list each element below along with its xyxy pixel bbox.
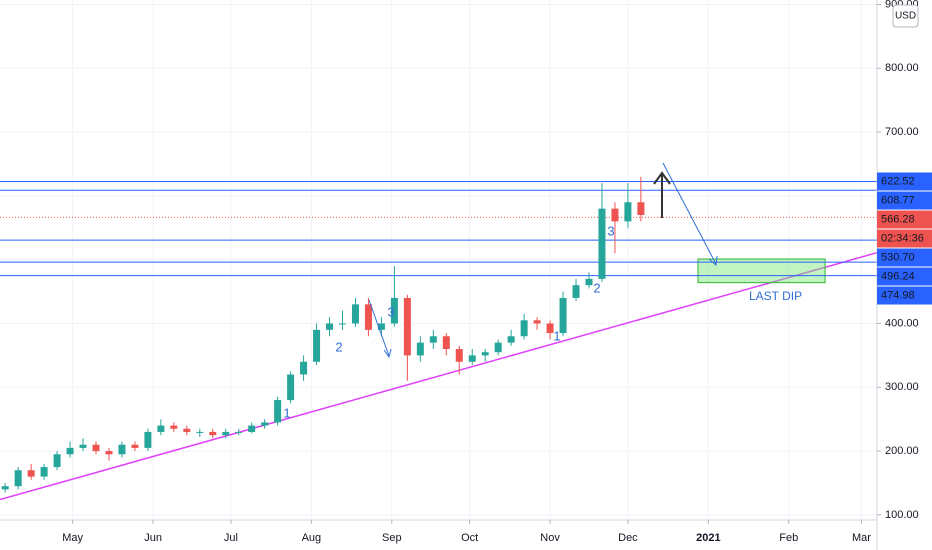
target-zone: [697, 258, 826, 284]
candle-body: [209, 431, 217, 436]
candle-body: [66, 447, 74, 455]
candle-body: [585, 278, 593, 286]
price-label-bg: [877, 267, 932, 286]
candle-body: [377, 323, 385, 330]
price-label-bg: [877, 286, 932, 305]
candle-body: [364, 304, 372, 330]
currency: USD: [895, 11, 916, 22]
x-tick-label: 2021: [696, 532, 720, 544]
candle-body: [144, 431, 152, 448]
x-tick-label: Oct: [461, 532, 478, 544]
candle-body: [624, 202, 632, 222]
candle-body: [79, 444, 87, 448]
candle-body: [261, 422, 269, 426]
candle-body: [416, 342, 424, 356]
zone-label: LAST DIP: [749, 289, 802, 303]
price-label: 474.98: [881, 289, 915, 301]
currency-box[interactable]: [892, 4, 919, 28]
price-label: 566.28: [881, 213, 915, 225]
candle-body: [455, 349, 463, 362]
x-tick-label: Jun: [144, 532, 162, 544]
candle-body: [429, 336, 437, 343]
price-label: 608.77: [881, 194, 915, 206]
candle-body: [326, 323, 334, 330]
candle-body: [248, 425, 256, 432]
countdown-bg: [877, 229, 932, 248]
candle-body: [481, 352, 489, 356]
candle-body: [14, 470, 22, 487]
y-tick-label: 200.00: [885, 445, 919, 457]
wave-label: 3: [607, 223, 614, 238]
candle-body: [157, 425, 165, 432]
candle-body: [287, 374, 295, 401]
candle-body: [637, 202, 645, 216]
price-label-bg: [877, 172, 932, 191]
candle-body: [533, 320, 541, 324]
x-tick-label: Feb: [779, 532, 798, 544]
price-label: 622.52: [881, 175, 915, 187]
arrow-head: [653, 171, 671, 185]
candle-body: [105, 451, 113, 455]
x-tick-label: Mar: [852, 532, 871, 544]
candle-body: [196, 431, 204, 433]
countdown: 02:34:36: [881, 232, 924, 244]
price-label-bg: [877, 210, 932, 229]
y-tick-label: 800.00: [885, 62, 919, 74]
wave-label: 2: [335, 339, 342, 354]
candle-body: [468, 355, 476, 362]
candle-body: [53, 454, 61, 468]
x-tick-label: Sep: [382, 532, 402, 544]
price-label: 496.24: [881, 270, 915, 282]
candle-body: [520, 320, 528, 337]
x-tick-label: Nov: [540, 532, 560, 544]
candle-body: [274, 400, 282, 423]
candle-body: [235, 431, 243, 433]
trendline: [0, 251, 878, 501]
arrow-head: [708, 255, 718, 266]
wave-label: 2: [593, 280, 600, 295]
candle-body: [598, 208, 606, 279]
candle-body: [559, 297, 567, 334]
wave-label: 1: [553, 328, 560, 343]
y-tick-label: 700.00: [885, 126, 919, 138]
price-label-bg: [877, 191, 932, 210]
arrow: [368, 299, 390, 357]
candle-body: [338, 323, 346, 325]
candle-body: [27, 470, 35, 477]
candle-body: [313, 329, 321, 362]
price-label: 530.70: [881, 251, 915, 263]
price-label-bg: [877, 248, 932, 267]
y-tick-label: 400.00: [885, 317, 919, 329]
candle-body: [390, 297, 398, 324]
candle-body: [546, 323, 554, 334]
candle-body: [611, 208, 619, 222]
x-tick-label: Jul: [224, 532, 238, 544]
candle-body: [131, 444, 139, 448]
candle-body: [442, 336, 450, 350]
candle-body: [300, 361, 308, 375]
candle-body: [170, 425, 178, 429]
candle-body: [403, 297, 411, 356]
candle-body: [118, 444, 126, 455]
y-tick-label: 300.00: [885, 381, 919, 393]
candle-body: [494, 342, 502, 353]
candle-body: [92, 444, 100, 452]
candle-body: [572, 285, 580, 298]
x-tick-label: Aug: [302, 532, 322, 544]
arrow: [662, 162, 717, 265]
arrow-head: [383, 348, 392, 359]
candle-body: [222, 431, 230, 436]
x-tick-label: Dec: [618, 532, 638, 544]
y-tick-label: 100.00: [885, 509, 919, 521]
candle-body: [507, 336, 515, 343]
candle-body: [1, 486, 9, 490]
x-tick-label: May: [62, 532, 83, 544]
wave-label: 3: [387, 304, 394, 319]
candle-body: [183, 428, 191, 432]
candle-body: [40, 467, 48, 477]
candle-body: [351, 304, 359, 324]
wave-label: 1: [283, 405, 290, 420]
